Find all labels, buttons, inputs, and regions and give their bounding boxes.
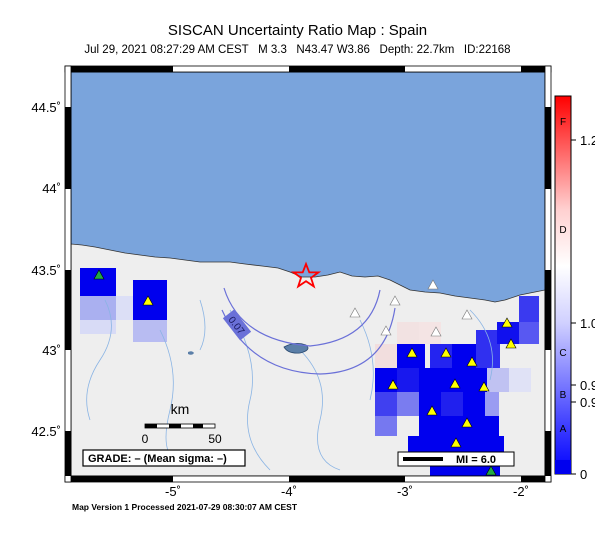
grade-letter: A — [560, 424, 567, 435]
station-marker — [450, 437, 462, 448]
station-marker — [461, 417, 473, 428]
station-marker — [387, 379, 399, 390]
map-title: SISCAN Uncertainty Ratio Map : Spain — [167, 22, 428, 39]
station-marker — [485, 465, 497, 476]
map-version-footer: Map Version 1 Processed 2021-07-29 08:30… — [72, 502, 298, 512]
station-marker — [449, 378, 461, 389]
mi-box: MI = 6.0 — [397, 451, 515, 467]
event-info: Jul 29, 2021 08:27:29 AM CEST M 3.3 N43.… — [84, 44, 511, 56]
grade-letter: D — [559, 225, 566, 236]
station-marker — [505, 338, 517, 349]
contour-inner — [223, 287, 381, 347]
stations — [93, 269, 517, 476]
bay-of-biscay — [71, 72, 545, 303]
lon-label: -4˚ — [281, 484, 297, 499]
colorbar-value: 0 — [580, 467, 587, 482]
colorbar-value: 0.9 — [580, 378, 595, 393]
svg-text:GRADE: – (Mean sigma: –): GRADE: – (Mean sigma: –) — [88, 453, 227, 465]
lat-label: 44.5˚ — [31, 100, 61, 115]
station-marker — [142, 295, 154, 306]
colorbar-value: 1.0 — [580, 316, 595, 331]
svg-text:0: 0 — [142, 432, 149, 446]
station-marker — [389, 295, 401, 306]
contour-outer — [221, 307, 396, 375]
epicenter-star — [290, 261, 322, 289]
station-marker — [93, 269, 105, 280]
lon-label: -3˚ — [397, 484, 413, 499]
station-marker — [461, 309, 473, 320]
scale-bar: km 0 50 — [142, 401, 222, 446]
lat-label: 43.5˚ — [31, 263, 61, 278]
lon-label: -2˚ — [513, 484, 529, 499]
lon-label: -5˚ — [165, 484, 181, 499]
station-marker — [466, 356, 478, 367]
station-marker — [349, 307, 361, 318]
svg-text:50: 50 — [208, 432, 222, 446]
station-marker — [440, 347, 452, 358]
grade-letter: C — [559, 348, 566, 359]
station-marker — [430, 326, 442, 337]
grade-letter: F — [560, 117, 566, 128]
colorbar-value: 0.9 — [580, 395, 595, 410]
svg-text:MI = 6.0: MI = 6.0 — [456, 454, 496, 466]
station-marker — [501, 317, 513, 328]
lat-label: 44˚ — [42, 181, 61, 196]
grade-box: GRADE: – (Mean sigma: –) — [82, 449, 246, 467]
station-marker — [427, 279, 439, 290]
map-border — [64, 65, 552, 483]
colorbar: 1.2 1.0 0.9 0.9 0 F D C B A — [554, 95, 595, 482]
station-marker — [478, 381, 490, 392]
lat-label: 43˚ — [42, 343, 61, 358]
station-marker — [406, 347, 418, 358]
station-marker — [380, 325, 392, 336]
grade-letter: B — [560, 390, 567, 401]
colorbar-value: 1.2 — [580, 133, 595, 148]
small-lake — [188, 351, 194, 355]
lat-label: 42.5˚ — [31, 424, 61, 439]
station-marker — [426, 405, 438, 416]
svg-text:km: km — [171, 401, 190, 417]
